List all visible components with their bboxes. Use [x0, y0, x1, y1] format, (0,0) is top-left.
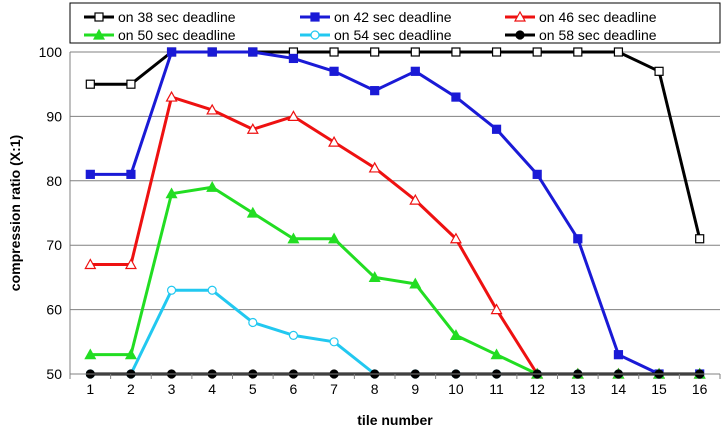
x-tick-label: 6 [290, 381, 298, 397]
x-tick-label: 2 [127, 381, 135, 397]
y-axis-title: compression ratio (X:1) [7, 135, 23, 291]
data-point [329, 337, 339, 347]
x-tick-label: 10 [448, 381, 464, 397]
data-point [532, 47, 542, 57]
data-point [370, 86, 380, 96]
data-point [287, 232, 300, 244]
legend-label: on 54 sec deadline [334, 27, 452, 43]
data-point [207, 47, 217, 57]
data-point [368, 161, 381, 173]
data-point [328, 232, 341, 244]
data-point [449, 329, 462, 340]
data-point [613, 47, 624, 57]
data-point [246, 123, 259, 134]
x-tick-label: 16 [692, 381, 708, 397]
data-point [124, 258, 137, 270]
x-tick-label: 13 [570, 381, 586, 397]
y-tick-label: 60 [46, 302, 62, 318]
data-point [84, 348, 97, 360]
data-point [654, 66, 664, 76]
data-point [246, 206, 259, 218]
x-tick-label: 12 [529, 381, 545, 397]
legend-marker [310, 30, 320, 40]
data-point [288, 330, 299, 340]
data-point [490, 348, 503, 360]
legend-marker [310, 12, 320, 22]
data-point [409, 277, 422, 289]
data-point [126, 169, 136, 179]
x-tick-label: 9 [411, 381, 419, 397]
x-tick-label: 1 [86, 381, 94, 397]
data-point [370, 47, 380, 57]
legend: on 38 sec deadline on 42 sec deadline on 4… [69, 2, 721, 44]
legend-label: on 50 sec deadline [118, 27, 236, 43]
data-point [85, 169, 95, 179]
x-tick-label: 4 [208, 381, 216, 397]
data-point [573, 47, 583, 57]
data-point [573, 234, 583, 244]
data-point [490, 303, 503, 315]
data-point [207, 285, 217, 295]
x-tick-label: 5 [249, 381, 257, 397]
y-tick-label: 50 [46, 366, 62, 382]
x-tick-label: 15 [651, 381, 667, 397]
data-point [124, 348, 137, 360]
legend-box [69, 2, 721, 44]
data-point [206, 181, 219, 192]
data-point [451, 92, 461, 102]
data-point [84, 258, 97, 270]
legend-marker [515, 30, 525, 40]
data-point [613, 350, 624, 360]
legend-marker [94, 12, 104, 22]
data-point [532, 169, 542, 179]
plot-area [70, 52, 720, 374]
data-point [491, 124, 502, 134]
data-point [165, 90, 178, 102]
legend-label: on 46 sec deadline [539, 9, 657, 25]
data-point [329, 47, 339, 57]
legend-label: on 42 sec deadline [334, 9, 452, 25]
data-point [368, 271, 381, 282]
data-point [287, 110, 300, 122]
data-point [451, 47, 461, 57]
x-tick-label: 3 [168, 381, 176, 397]
legend-label: on 38 sec deadline [118, 9, 236, 25]
data-point [165, 187, 178, 199]
data-point [85, 79, 95, 89]
data-point [248, 47, 258, 57]
x-axis-title: tile number [357, 412, 433, 428]
y-tick-label: 100 [39, 44, 63, 60]
legend-marker [513, 10, 527, 22]
x-tick-label: 8 [371, 381, 379, 397]
y-tick-label: 80 [46, 173, 62, 189]
data-point [329, 66, 339, 76]
x-tick-label: 7 [330, 381, 338, 397]
data-point [449, 232, 462, 244]
y-tick-label: 90 [46, 108, 62, 124]
series-line-2 [90, 50, 700, 376]
data-point [126, 79, 136, 89]
x-tick-label: 14 [611, 381, 627, 397]
y-tick-label: 70 [46, 237, 62, 253]
data-point [491, 47, 502, 57]
legend-marker [92, 28, 106, 40]
data-point [206, 103, 219, 115]
data-point [409, 193, 422, 205]
data-point [288, 53, 299, 64]
data-point [410, 66, 420, 76]
legend-label: on 58 sec deadline [539, 27, 657, 43]
data-point [248, 317, 258, 328]
data-point [166, 285, 177, 295]
data-point [328, 135, 341, 147]
data-point [695, 234, 705, 244]
data-point [410, 47, 420, 57]
data-point [166, 47, 177, 57]
x-tick-label: 11 [489, 381, 504, 397]
